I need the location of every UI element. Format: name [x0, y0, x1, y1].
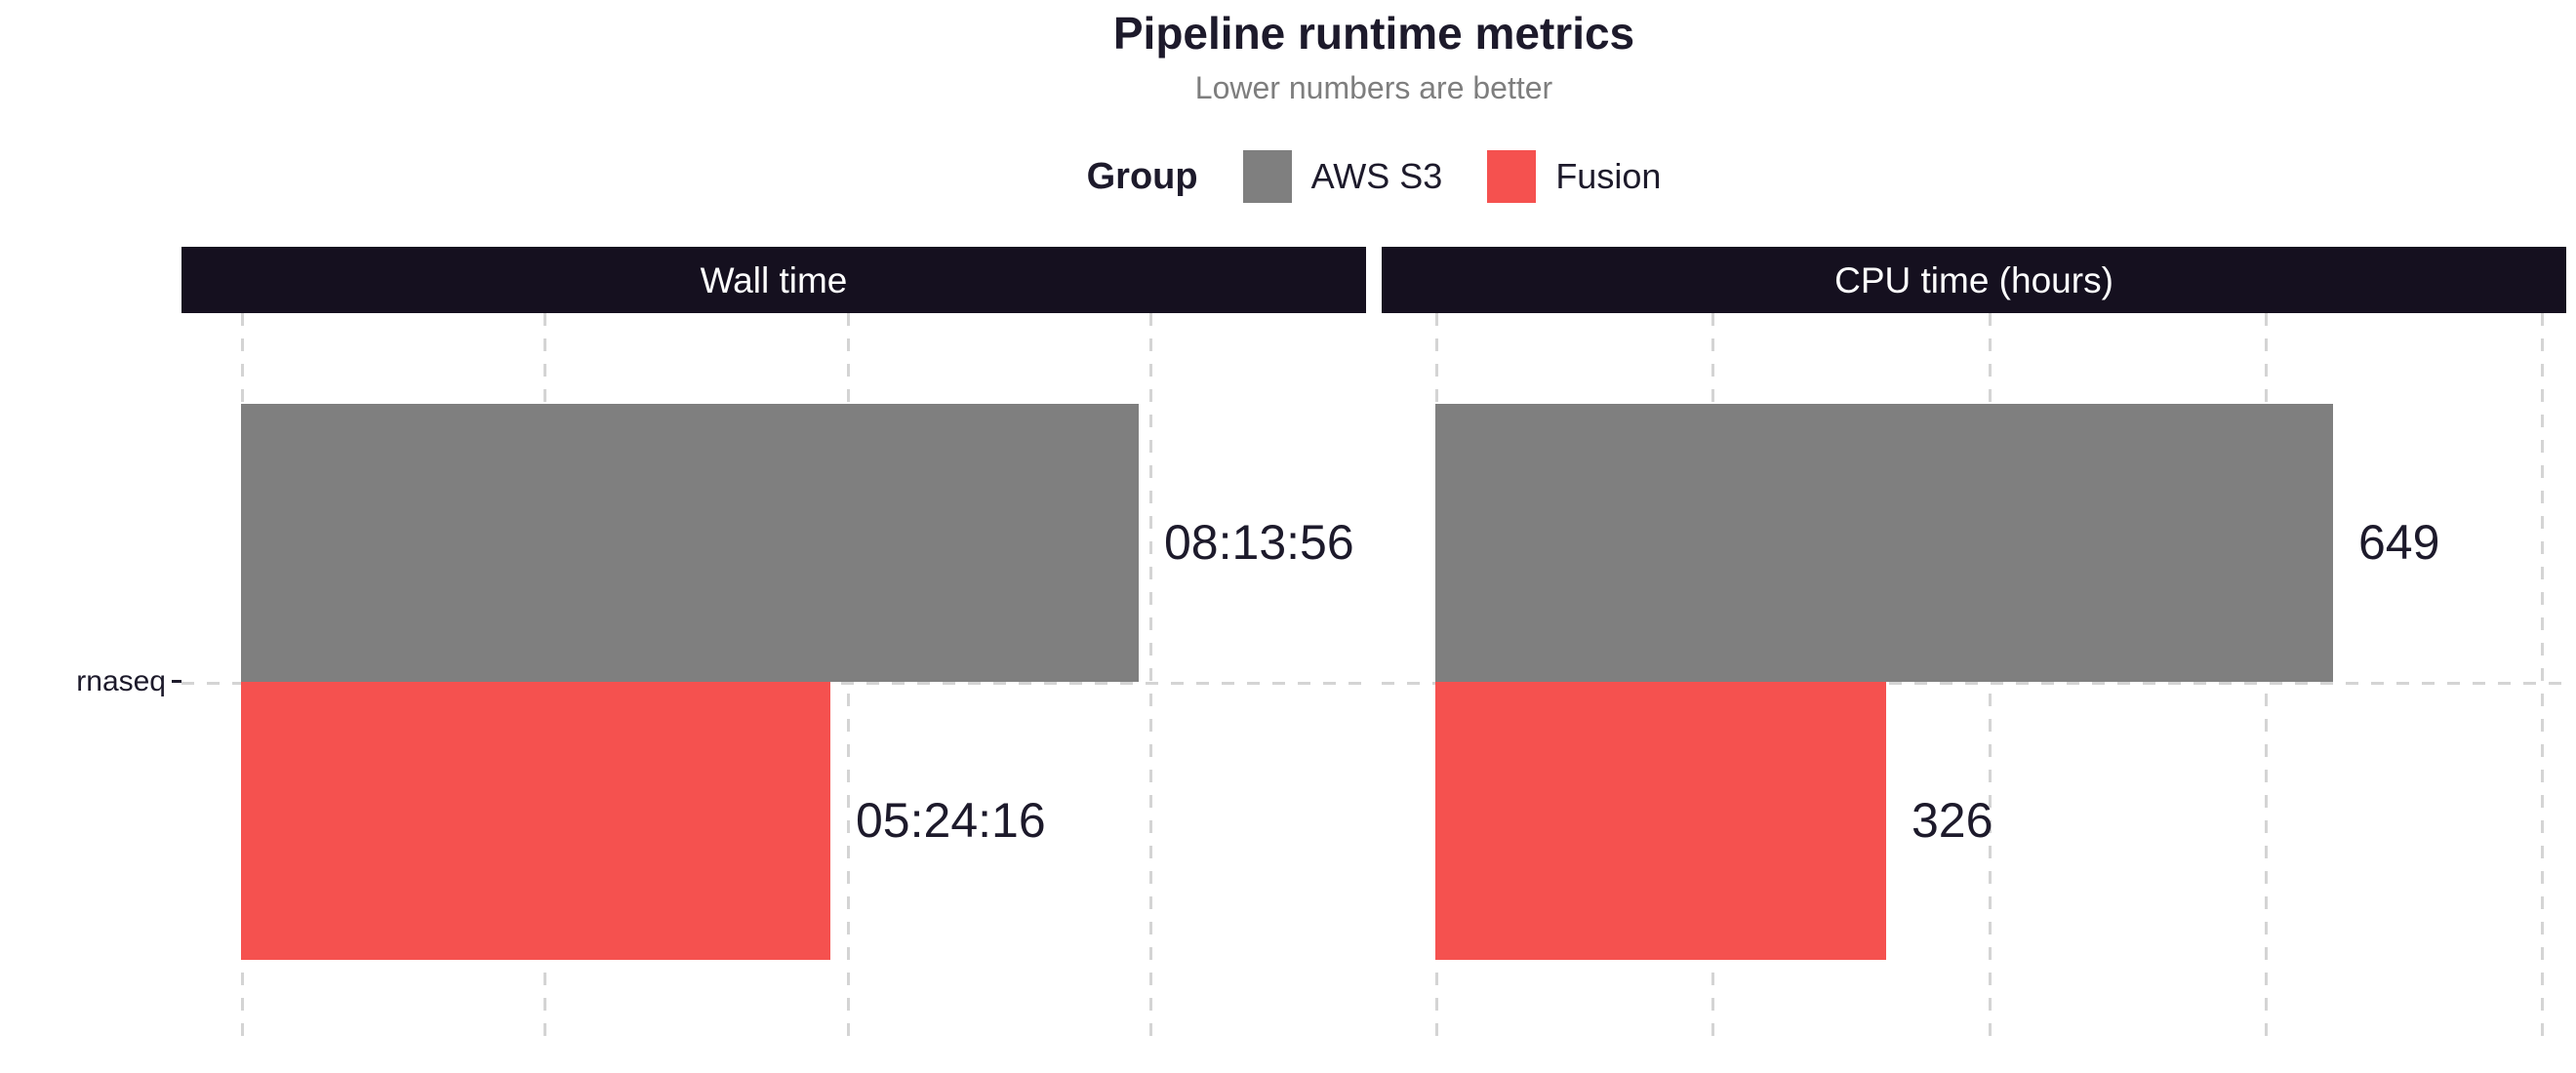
bar-fusion: [1434, 681, 1886, 960]
gridline-horizontal: [1382, 681, 2566, 685]
gridline-vertical: [2541, 313, 2545, 1049]
bar-value-label: 08:13:56: [1164, 515, 1354, 571]
legend-label: Fusion: [1555, 156, 1662, 197]
panel-plot: 08:13:56 05:24:16: [181, 313, 1366, 1049]
legend: Group AWS S3 Fusion: [1086, 150, 1662, 204]
legend-item-fusion: Fusion: [1487, 150, 1662, 204]
chart-subtitle: Lower numbers are better: [1194, 69, 1553, 105]
bar-value-label: 649: [2358, 515, 2440, 571]
facet-strip-title: CPU time (hours): [1834, 259, 2113, 300]
chart-title: Pipeline runtime metrics: [1112, 8, 1635, 59]
bar-aws-s3: [1434, 403, 2333, 682]
legend-swatch-aws-s3: [1242, 150, 1292, 204]
bar-value-label: 05:24:16: [856, 793, 1046, 849]
facet-strip: Wall time: [181, 247, 1366, 313]
bar-value-label: 326: [1912, 793, 1993, 849]
y-axis-tick-label: rnaseq: [76, 665, 166, 697]
legend-label: AWS S3: [1310, 156, 1443, 197]
facet-strip: CPU time (hours): [1382, 247, 2566, 313]
legend-title: Group: [1086, 155, 1198, 197]
gridline-vertical: [1149, 313, 1153, 1049]
legend-item-aws-s3: AWS S3: [1242, 150, 1443, 204]
bar-aws-s3: [240, 403, 1139, 682]
facet-panel-cpu-time-hours: CPU time (hours) 649 326: [1382, 247, 2566, 1049]
panel-plot: 649 326: [1382, 313, 2566, 1049]
facet-panel-wall-time: Wall time 08:13:56 05:24:16: [181, 247, 1366, 1049]
chart-header: Pipeline runtime metrics Lower numbers a…: [181, 8, 2566, 204]
legend-swatch-fusion: [1487, 150, 1537, 204]
facet-strip-title: Wall time: [700, 259, 848, 300]
bar-fusion: [240, 681, 830, 960]
y-axis-tick-mark: [172, 680, 183, 683]
